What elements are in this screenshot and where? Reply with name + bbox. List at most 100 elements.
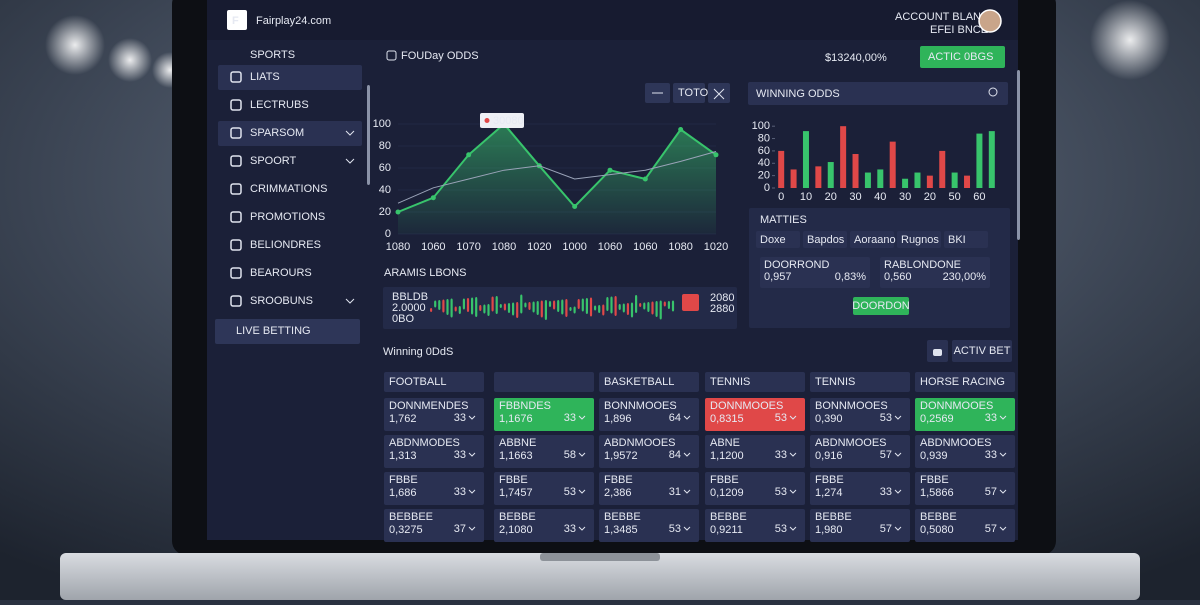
bar: [802, 131, 809, 188]
avatar[interactable]: [978, 9, 1002, 33]
odds-value: 1,686: [389, 487, 417, 499]
search-icon[interactable]: [988, 87, 998, 97]
bets-button[interactable]: [920, 46, 1005, 68]
close-button[interactable]: [708, 83, 730, 103]
column-label: Bapdos: [807, 234, 845, 246]
odds-cell-label: BEBBE: [710, 511, 747, 523]
bar: [778, 150, 785, 188]
odds-cell[interactable]: [494, 509, 594, 542]
odds-chevron: [894, 415, 902, 420]
odds-cell[interactable]: [494, 398, 594, 431]
column-tab[interactable]: [850, 231, 894, 248]
strip-candle: [630, 302, 634, 318]
odds-cell[interactable]: [810, 398, 910, 431]
odds-cell[interactable]: [384, 398, 484, 431]
odds-cell[interactable]: [705, 435, 805, 468]
odds-cell-label: FBBE: [815, 474, 844, 486]
odds-chevron: [894, 526, 902, 531]
sidebar-icon: [230, 127, 242, 139]
strip-candle: [516, 302, 519, 318]
odds-chevron: [578, 526, 586, 531]
match-label: RABLONDONE: [884, 259, 961, 271]
column-tab[interactable]: [897, 231, 941, 248]
strip-marker: [682, 294, 699, 311]
strip-candle: [450, 298, 453, 318]
sidebar-icon: [230, 155, 242, 167]
live-button[interactable]: [215, 319, 360, 344]
odds-title: FOUDay ODDS: [401, 50, 479, 62]
x-tick-label: 1060: [633, 241, 657, 253]
x-tick-label: 1070: [456, 241, 480, 253]
account-label: ACCOUNT BLANCE: [895, 11, 996, 23]
odds-cell-label: FBBE: [604, 474, 633, 486]
odds-cell[interactable]: [810, 435, 910, 468]
odds-cell[interactable]: [705, 472, 805, 505]
x-tick-label: 20: [924, 191, 936, 203]
odds-cell[interactable]: [599, 472, 699, 505]
odds-count: 33: [985, 412, 997, 424]
control-box[interactable]: [673, 83, 705, 103]
odds-cell[interactable]: [705, 398, 805, 431]
strip-candle: [438, 300, 441, 310]
strip-label: 2080: [710, 292, 734, 304]
odds-chevron: [468, 526, 476, 531]
match-cell[interactable]: [760, 257, 870, 288]
odds-cell[interactable]: [384, 435, 484, 468]
column-label: Rugnos: [901, 234, 939, 246]
column-tab[interactable]: [803, 231, 847, 248]
strip-candle: [618, 304, 621, 310]
strip-candle: [495, 296, 498, 314]
sidebar-item-bg[interactable]: [218, 121, 362, 146]
bar: [951, 172, 958, 188]
strip-candle: [487, 304, 490, 316]
odds-cell-label: BEBBE: [815, 511, 852, 523]
odds-cell[interactable]: [810, 472, 910, 505]
odds-count: 53: [669, 523, 681, 535]
odds-count: 33: [880, 486, 892, 498]
odds-grid-title: Winning 0DdS: [383, 346, 453, 358]
odds-cell-label: BEBBE: [920, 511, 957, 523]
account-sub: EFEI BNCE: [930, 24, 988, 36]
bar: [790, 169, 797, 188]
column-label: Aoraano: [854, 234, 896, 246]
odds-cell[interactable]: [599, 398, 699, 431]
y-tick-label: 0: [385, 228, 391, 240]
y-tick-label: 100: [373, 118, 391, 130]
odds-cell[interactable]: [915, 472, 1015, 505]
odds-cell[interactable]: [494, 472, 594, 505]
odds-value: 0,916: [815, 450, 843, 462]
strip-candle: [651, 301, 654, 315]
sidebar-item: BELIONDRES: [250, 239, 321, 251]
odds-count: 84: [669, 449, 681, 461]
active-bet-button[interactable]: [952, 340, 1012, 362]
bar: [864, 172, 871, 188]
odds-cell[interactable]: [915, 435, 1015, 468]
column-tab[interactable]: [944, 231, 988, 248]
odds-cell[interactable]: [915, 509, 1015, 542]
bar: [815, 166, 822, 188]
sidebar-item-bg[interactable]: [218, 65, 362, 90]
odds-cell[interactable]: [599, 435, 699, 468]
lock-icon: [933, 349, 942, 356]
column-label: Doxe: [760, 234, 786, 246]
odds-count: 53: [564, 486, 576, 498]
x-tick-label: 1000: [562, 241, 586, 253]
x-tick-label: 1020: [527, 241, 551, 253]
odds-cell[interactable]: [384, 509, 484, 542]
sidebar-icon: [230, 295, 242, 307]
match-cell[interactable]: [880, 257, 990, 288]
matches-button[interactable]: [853, 297, 909, 315]
bar: [877, 169, 884, 188]
odds-cell[interactable]: [705, 509, 805, 542]
odds-cell[interactable]: [384, 472, 484, 505]
column-tab[interactable]: [756, 231, 800, 248]
odds-value: 1,274: [815, 487, 843, 499]
odds-cell[interactable]: [599, 509, 699, 542]
odds-cell[interactable]: [915, 398, 1015, 431]
strip-candle: [434, 300, 437, 308]
x-tick-label: 10: [800, 191, 812, 203]
odds-cell[interactable]: [810, 509, 910, 542]
odds-count: 31: [669, 486, 681, 498]
odds-cell[interactable]: [494, 435, 594, 468]
